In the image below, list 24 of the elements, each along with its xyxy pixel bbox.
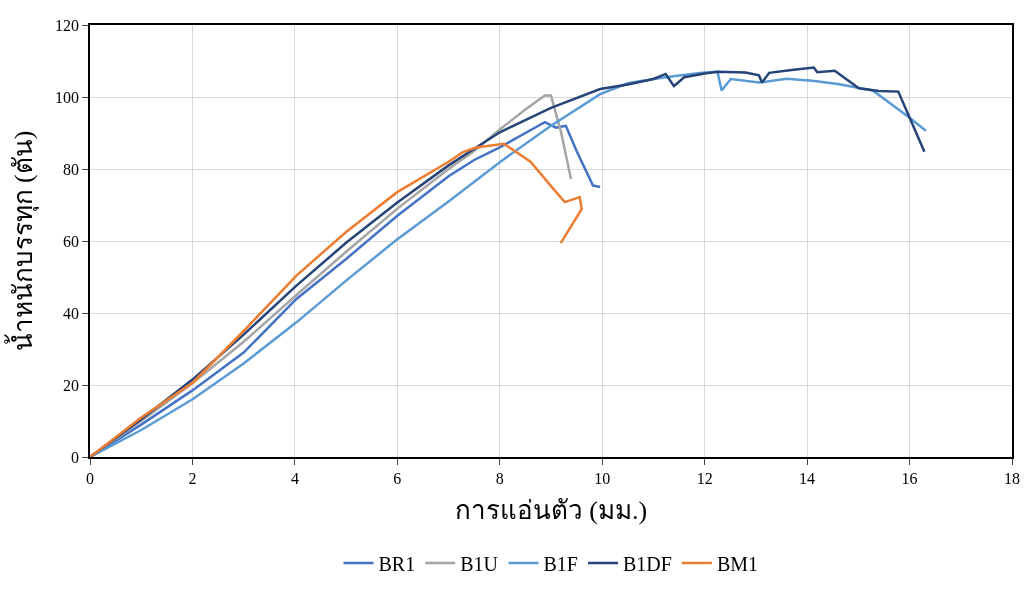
x-tick-label: 4	[290, 469, 299, 487]
y-tick-label: 100	[55, 88, 80, 106]
x-tick-label: 2	[188, 469, 197, 487]
legend-label: B1U	[460, 552, 499, 575]
y-tick-label: 0	[71, 448, 80, 466]
y-tick-label: 80	[63, 160, 80, 178]
x-tick-label: 10	[594, 469, 611, 487]
x-axis-title: การแอ่นตัว (มม.)	[454, 496, 648, 526]
legend-label: B1F	[543, 552, 578, 575]
x-tick-label: 6	[393, 469, 402, 487]
y-tick-label: 120	[55, 16, 80, 34]
legend-label: B1DF	[623, 552, 672, 575]
y-tick-label: 40	[63, 304, 80, 322]
legend-label: BR1	[378, 552, 416, 575]
x-tick-label: 0	[86, 469, 94, 487]
x-tick-label: 12	[696, 469, 713, 487]
x-tick-label: 18	[1004, 469, 1020, 487]
legend-label: BM1	[716, 552, 759, 575]
y-tick-label: 60	[63, 232, 80, 250]
x-tick-label: 16	[901, 469, 918, 487]
x-tick-label: 8	[495, 469, 504, 487]
x-tick-label: 14	[799, 469, 816, 487]
y-tick-label: 20	[63, 376, 80, 394]
y-axis-title: น้ำหนักบรรทุก (ตัน)	[3, 130, 39, 352]
